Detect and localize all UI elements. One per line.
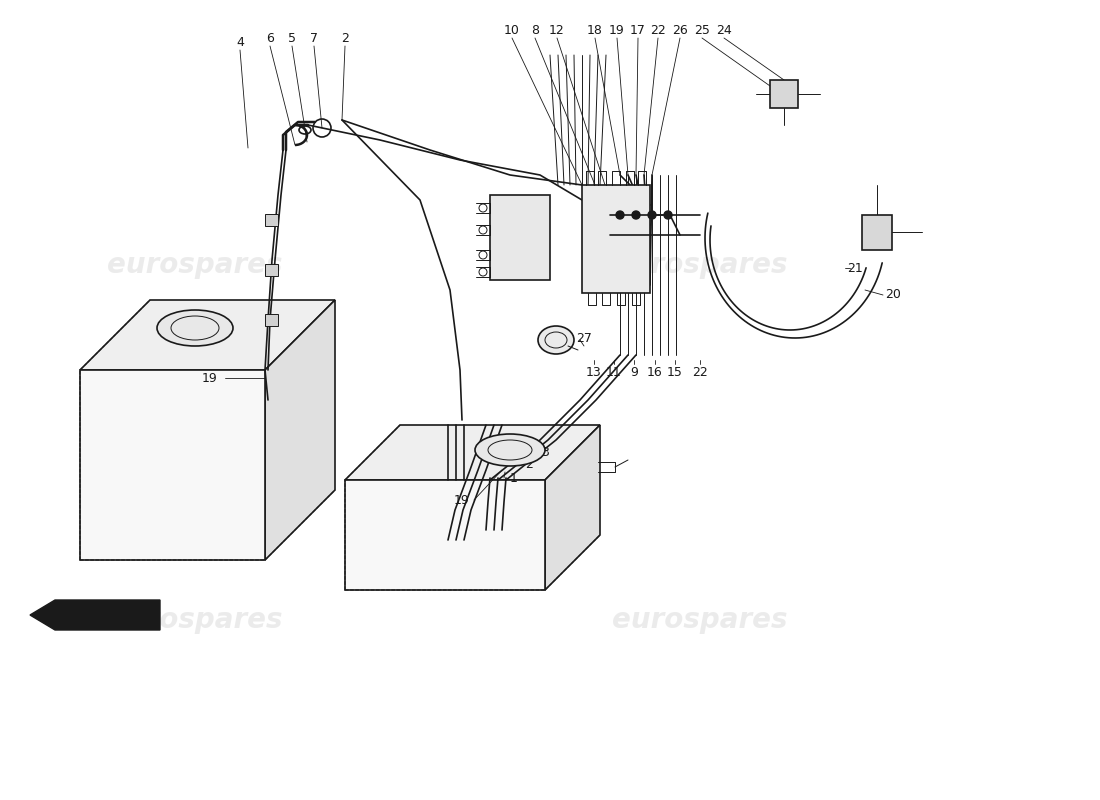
Ellipse shape xyxy=(475,434,544,466)
Polygon shape xyxy=(80,370,265,560)
Circle shape xyxy=(632,211,640,219)
Text: 11: 11 xyxy=(606,366,621,378)
Text: 3: 3 xyxy=(541,446,549,458)
Text: 1: 1 xyxy=(510,471,518,485)
Text: 15: 15 xyxy=(667,366,683,378)
Text: 19: 19 xyxy=(202,371,218,385)
Polygon shape xyxy=(265,264,278,276)
Polygon shape xyxy=(345,425,600,480)
Polygon shape xyxy=(345,480,544,590)
Text: 23: 23 xyxy=(867,223,883,237)
Text: 19: 19 xyxy=(609,23,625,37)
Polygon shape xyxy=(80,300,336,370)
Text: 12: 12 xyxy=(549,23,565,37)
Ellipse shape xyxy=(538,326,574,354)
Polygon shape xyxy=(265,300,336,560)
Ellipse shape xyxy=(157,310,233,346)
Polygon shape xyxy=(265,214,278,226)
Text: 24: 24 xyxy=(716,23,732,37)
Text: 22: 22 xyxy=(692,366,708,378)
Text: 22: 22 xyxy=(650,23,666,37)
Polygon shape xyxy=(582,185,650,293)
Circle shape xyxy=(616,211,624,219)
Text: 9: 9 xyxy=(630,366,638,378)
Circle shape xyxy=(664,211,672,219)
Text: 8: 8 xyxy=(531,23,539,37)
Text: eurospares: eurospares xyxy=(613,606,788,634)
Text: 7: 7 xyxy=(310,31,318,45)
Polygon shape xyxy=(490,195,550,280)
Text: 21: 21 xyxy=(847,262,862,274)
Text: 10: 10 xyxy=(504,23,520,37)
Text: 25: 25 xyxy=(694,23,710,37)
Text: 14: 14 xyxy=(556,331,571,345)
Polygon shape xyxy=(30,600,159,630)
Text: 5: 5 xyxy=(288,31,296,45)
Text: 4: 4 xyxy=(236,35,244,49)
Text: eurospares: eurospares xyxy=(613,251,788,279)
Text: 2: 2 xyxy=(525,458,532,471)
Text: 18: 18 xyxy=(587,23,603,37)
Text: 27: 27 xyxy=(576,331,592,345)
Text: 17: 17 xyxy=(630,23,646,37)
Text: eurospares: eurospares xyxy=(108,251,283,279)
Text: 16: 16 xyxy=(647,366,663,378)
Polygon shape xyxy=(770,80,798,108)
Text: 20: 20 xyxy=(886,289,901,302)
Circle shape xyxy=(648,211,656,219)
Polygon shape xyxy=(862,215,892,250)
Text: 19: 19 xyxy=(454,494,470,506)
Text: eurospares: eurospares xyxy=(108,606,283,634)
Text: 2: 2 xyxy=(341,31,349,45)
Text: 13: 13 xyxy=(586,366,602,378)
Polygon shape xyxy=(544,425,600,590)
Text: 6: 6 xyxy=(266,31,274,45)
Polygon shape xyxy=(265,314,278,326)
Text: 26: 26 xyxy=(672,23,688,37)
